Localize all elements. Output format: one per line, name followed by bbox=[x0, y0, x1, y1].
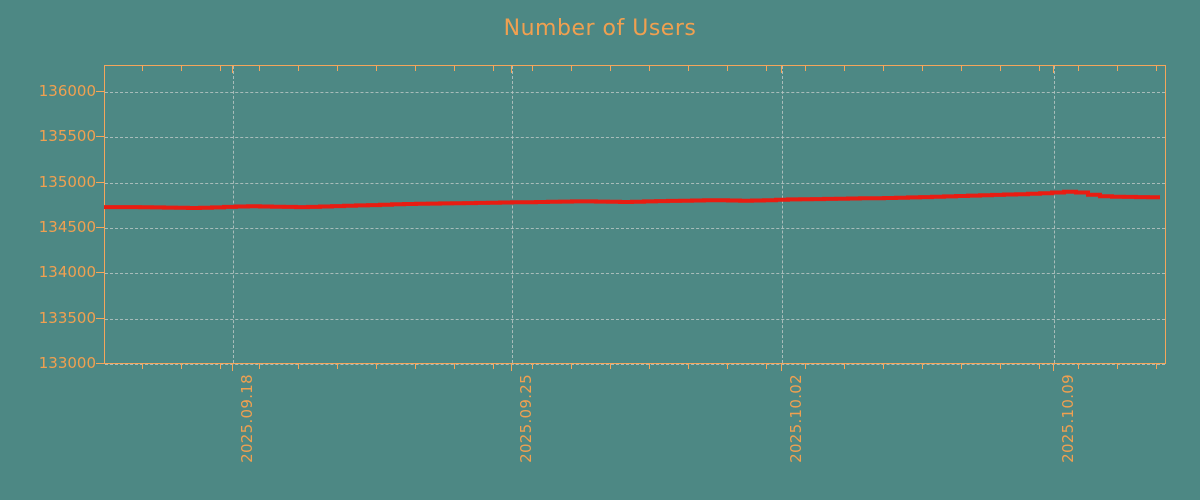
chart-title: Number of Users bbox=[503, 16, 697, 41]
y-tick-mark bbox=[96, 227, 104, 228]
x-minor-tick-mark bbox=[415, 364, 416, 369]
x-tick-mark-top bbox=[781, 66, 782, 73]
x-minor-tick-mark-top bbox=[961, 66, 962, 71]
x-minor-tick-mark bbox=[376, 364, 377, 369]
x-minor-tick-mark-top bbox=[766, 66, 767, 71]
x-minor-tick-mark-top bbox=[649, 66, 650, 71]
x-minor-tick-mark bbox=[1117, 364, 1118, 369]
x-minor-tick-mark-top bbox=[376, 66, 377, 71]
y-gridline bbox=[105, 92, 1165, 93]
x-minor-tick-mark-top bbox=[922, 66, 923, 71]
x-minor-tick-mark-top bbox=[727, 66, 728, 71]
x-minor-tick-mark-top bbox=[493, 66, 494, 71]
y-gridline bbox=[105, 273, 1165, 275]
x-minor-tick-mark-top bbox=[220, 66, 221, 71]
data-series-line bbox=[104, 65, 1166, 364]
y-gridline bbox=[105, 182, 1165, 184]
y-tick-label: 133500 bbox=[38, 308, 96, 327]
x-minor-tick-mark bbox=[454, 364, 455, 369]
y-tick-mark bbox=[96, 181, 104, 183]
x-minor-tick-mark bbox=[337, 364, 338, 369]
x-minor-tick-mark-top bbox=[688, 66, 689, 71]
x-minor-tick-mark bbox=[532, 364, 533, 369]
x-minor-tick-mark bbox=[727, 364, 728, 369]
y-tick-label: 134500 bbox=[38, 218, 96, 236]
x-minor-tick-mark bbox=[883, 364, 884, 369]
x-tick-label: 2025.09.25 bbox=[517, 374, 535, 463]
x-minor-tick-mark-top bbox=[415, 66, 416, 71]
y-tick-label: 134000 bbox=[38, 263, 96, 282]
x-minor-tick-mark-top bbox=[571, 66, 572, 71]
x-tick-label: 2025.10.09 bbox=[1059, 374, 1077, 463]
x-minor-tick-mark bbox=[610, 364, 611, 369]
x-minor-tick-mark-top bbox=[1000, 66, 1001, 71]
x-minor-tick-mark bbox=[1156, 364, 1157, 369]
y-tick-label: 136000 bbox=[38, 82, 96, 100]
y-tick-mark bbox=[96, 317, 104, 319]
x-tick-mark-top bbox=[1053, 66, 1054, 73]
x-minor-tick-mark bbox=[844, 364, 845, 369]
x-minor-tick-mark bbox=[181, 364, 182, 369]
x-minor-tick-mark-top bbox=[805, 66, 806, 71]
x-gridline bbox=[233, 66, 234, 363]
x-minor-tick-mark bbox=[688, 364, 689, 369]
x-minor-tick-mark-top bbox=[610, 66, 611, 71]
x-minor-tick-mark bbox=[1000, 364, 1001, 369]
x-minor-tick-mark-top bbox=[1039, 66, 1040, 71]
x-tick-label: 2025.09.18 bbox=[238, 374, 256, 463]
series-path bbox=[104, 192, 1160, 208]
x-minor-tick-mark-top bbox=[454, 66, 455, 71]
x-minor-tick-mark-top bbox=[1156, 66, 1157, 71]
plot-area bbox=[104, 65, 1166, 365]
x-minor-tick-mark bbox=[805, 364, 806, 369]
x-minor-tick-mark-top bbox=[532, 66, 533, 71]
x-minor-tick-mark-top bbox=[883, 66, 884, 71]
x-minor-tick-mark bbox=[1039, 364, 1040, 369]
y-tick-mark bbox=[96, 272, 104, 274]
y-tick-label: 135000 bbox=[38, 172, 96, 191]
x-minor-tick-mark bbox=[766, 364, 767, 369]
x-minor-tick-mark bbox=[922, 364, 923, 369]
x-tick-label: 2025.10.02 bbox=[787, 374, 805, 463]
y-tick-label: 135500 bbox=[38, 127, 96, 146]
x-minor-tick-mark-top bbox=[259, 66, 260, 71]
x-gridline bbox=[1054, 66, 1055, 363]
x-minor-tick-mark bbox=[1078, 364, 1079, 369]
x-gridline bbox=[782, 66, 783, 363]
y-tick-mark bbox=[96, 136, 104, 138]
x-tick-mark bbox=[511, 364, 512, 371]
y-gridline bbox=[105, 318, 1165, 320]
x-tick-mark-top bbox=[232, 66, 233, 73]
y-tick-mark bbox=[96, 91, 104, 92]
x-minor-tick-mark-top bbox=[337, 66, 338, 71]
x-minor-tick-mark-top bbox=[181, 66, 182, 71]
y-gridline bbox=[105, 228, 1165, 229]
x-minor-tick-mark bbox=[493, 364, 494, 369]
x-minor-tick-mark bbox=[961, 364, 962, 369]
x-tick-mark bbox=[781, 364, 782, 371]
x-minor-tick-mark bbox=[298, 364, 299, 369]
x-tick-mark-top bbox=[511, 66, 512, 73]
x-minor-tick-mark bbox=[220, 364, 221, 369]
x-minor-tick-mark bbox=[649, 364, 650, 369]
y-tick-label: 133000 bbox=[38, 354, 96, 372]
x-minor-tick-mark-top bbox=[142, 66, 143, 71]
y-tick-mark bbox=[96, 363, 104, 364]
x-tick-mark bbox=[1053, 364, 1054, 371]
x-tick-mark bbox=[232, 364, 233, 371]
y-gridline bbox=[105, 364, 1165, 365]
x-minor-tick-mark-top bbox=[298, 66, 299, 71]
x-gridline bbox=[512, 66, 513, 363]
x-minor-tick-mark-top bbox=[844, 66, 845, 71]
x-minor-tick-mark-top bbox=[1078, 66, 1079, 71]
x-minor-tick-mark bbox=[571, 364, 572, 369]
y-gridline bbox=[105, 137, 1165, 139]
x-minor-tick-mark bbox=[259, 364, 260, 369]
x-minor-tick-mark-top bbox=[1117, 66, 1118, 71]
x-minor-tick-mark bbox=[142, 364, 143, 369]
